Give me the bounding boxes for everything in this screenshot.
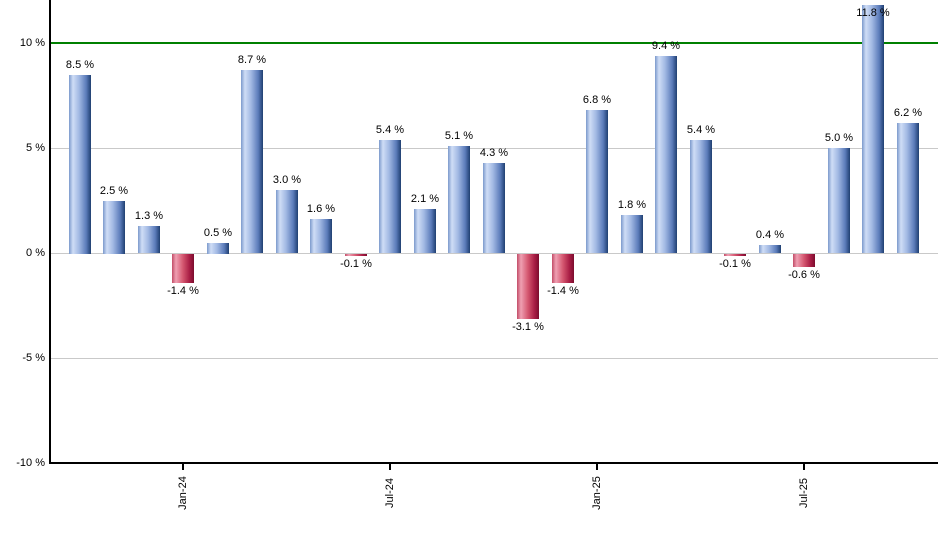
x-axis-line	[49, 462, 938, 464]
bar-value-label: -0.6 %	[788, 269, 820, 281]
bar-value-label: 6.2 %	[893, 107, 923, 119]
return-bar[interactable]	[138, 226, 160, 253]
x-tick-mark	[389, 464, 391, 470]
y-tick-label: 5 %	[26, 142, 45, 154]
y-tick-label: 10 %	[19, 37, 45, 49]
bar-value-label: -0.1 %	[340, 258, 372, 270]
bar-value-label: 6.8 %	[582, 94, 612, 106]
bar-value-label: 5.0 %	[824, 132, 854, 144]
bar-value-label: 2.5 %	[99, 185, 129, 197]
bar-value-label: 5.4 %	[375, 124, 405, 136]
x-tick-mark	[803, 464, 805, 470]
bar-value-label: -0.1 %	[719, 258, 751, 270]
bar-value-label: 0.4 %	[755, 229, 785, 241]
return-bar[interactable]	[897, 123, 919, 253]
return-bar[interactable]	[621, 215, 643, 253]
bar-value-label: 1.6 %	[306, 203, 336, 215]
gridline	[51, 358, 938, 359]
x-tick-label: Jan-24	[177, 476, 189, 510]
return-bar[interactable]	[552, 254, 574, 283]
bar-value-label: 11.8 %	[856, 7, 890, 19]
return-bar[interactable]	[655, 56, 677, 253]
return-bar[interactable]	[172, 254, 194, 283]
return-bar[interactable]	[345, 254, 367, 256]
bar-value-label: -3.1 %	[512, 321, 544, 333]
return-bar[interactable]	[379, 140, 401, 253]
return-bar[interactable]	[276, 190, 298, 253]
y-tick-label: -5 %	[22, 352, 45, 364]
bar-value-label: 4.3 %	[479, 147, 509, 159]
bar-value-label: 8.7 %	[237, 54, 267, 66]
bar-value-label: 8.5 %	[65, 59, 95, 71]
bar-value-label: 0.5 %	[203, 227, 233, 239]
bar-value-label: 3.0 %	[272, 174, 302, 186]
return-bar[interactable]	[586, 110, 608, 253]
return-bar[interactable]	[517, 254, 539, 319]
return-bar[interactable]	[828, 148, 850, 253]
x-tick-label: Jan-25	[591, 476, 603, 510]
bar-value-label: -1.4 %	[547, 285, 579, 297]
y-tick-label: -10 %	[16, 457, 45, 469]
return-bar[interactable]	[793, 254, 815, 267]
bar-value-label: 1.8 %	[617, 199, 647, 211]
bar-value-label: -1.4 %	[167, 285, 199, 297]
x-tick-mark	[182, 464, 184, 470]
return-bar[interactable]	[448, 146, 470, 253]
x-tick-mark	[596, 464, 598, 470]
return-bar[interactable]	[310, 219, 332, 253]
return-bar[interactable]	[690, 140, 712, 253]
x-tick-label: Jul-24	[384, 478, 396, 508]
x-tick-label: Jul-25	[798, 478, 810, 508]
return-bar[interactable]	[103, 201, 125, 254]
bar-value-label: 5.1 %	[444, 130, 474, 142]
return-bar[interactable]	[69, 75, 91, 254]
return-bar[interactable]	[483, 163, 505, 253]
return-bar[interactable]	[724, 254, 746, 256]
bar-value-label: 9.4 %	[651, 40, 681, 52]
return-bar[interactable]	[862, 5, 884, 253]
gridline	[51, 253, 938, 254]
return-bar[interactable]	[759, 245, 781, 253]
bar-value-label: 1.3 %	[134, 210, 164, 222]
return-bar[interactable]	[241, 70, 263, 253]
reference-line-10pct	[51, 42, 938, 44]
y-tick-label: 0 %	[26, 247, 45, 259]
bar-value-label: 2.1 %	[410, 193, 440, 205]
return-bar[interactable]	[414, 209, 436, 253]
y-axis-line	[49, 0, 51, 463]
return-bar[interactable]	[207, 243, 229, 254]
gridline	[51, 148, 938, 149]
bar-value-label: 5.4 %	[686, 124, 716, 136]
